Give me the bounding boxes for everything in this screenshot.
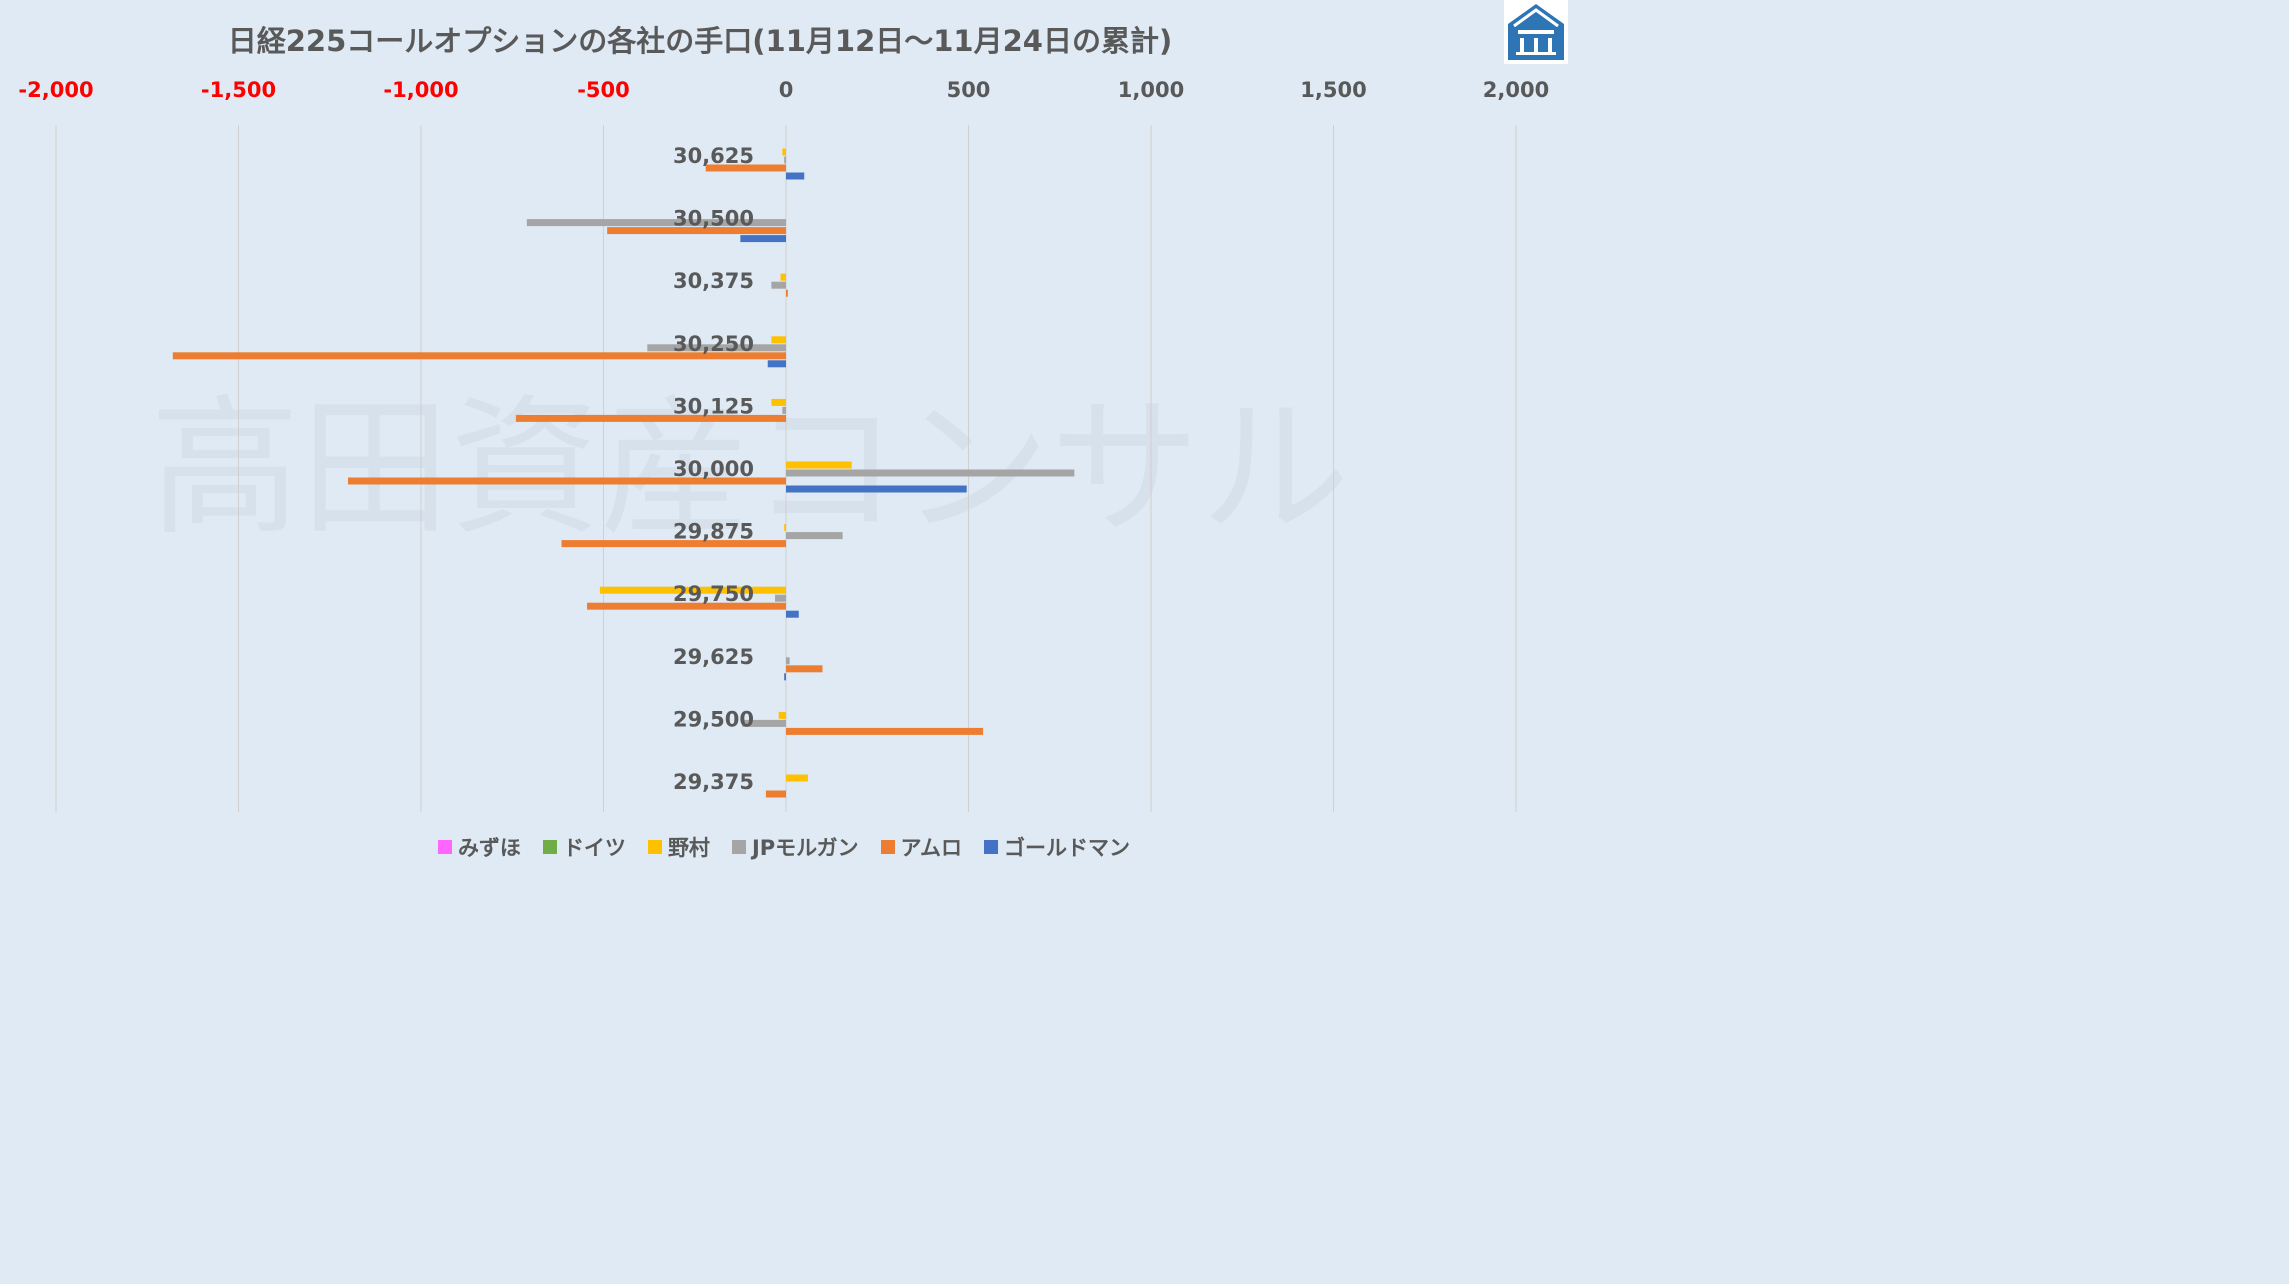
bar-JPモルガン-30,375: [771, 281, 786, 289]
bar-ゴールドマン-30,500: [740, 235, 786, 243]
bar-野村-30,375: [780, 273, 786, 281]
bar-アムロ-30,125: [515, 414, 786, 422]
bar-JPモルガン-29,875: [786, 532, 843, 540]
legend-label: ドイツ: [562, 836, 626, 860]
category-label: 30,125: [673, 394, 754, 418]
bar-アムロ-30,625: [705, 164, 786, 172]
x-tick-label: 1,500: [1300, 78, 1366, 102]
bar-JPモルガン-29,750: [775, 594, 786, 602]
bar-ゴールドマン-29,750: [786, 610, 799, 618]
company-logo: [1504, 0, 1568, 64]
category-label: 30,250: [673, 332, 754, 356]
x-tick-label: -1,500: [201, 78, 276, 102]
bar-JPモルガン-29,500: [742, 719, 786, 727]
chart-legend: みずほ ドイツ 野村 JPモルガン アムロ ゴールドマン: [0, 832, 1568, 862]
x-tick-label: 2,000: [1483, 78, 1549, 102]
bar-JPモルガン-30,125: [782, 406, 786, 414]
bar-ゴールドマン-30,625: [786, 172, 805, 180]
x-tick-label: 500: [947, 78, 991, 102]
bar-野村-29,375: [786, 774, 808, 782]
bar-野村-30,125: [771, 398, 786, 406]
bar-ゴールドマン-30,250: [767, 360, 786, 368]
x-axis-tick-labels: -2,000 -1,500 -1,000 -500 0 500 1,000 1,500 2,00…: [18, 78, 1549, 102]
legend-swatch: [437, 840, 452, 854]
bar-アムロ-29,500: [786, 727, 984, 735]
legend-swatch: [647, 840, 662, 854]
legend-item: アムロ: [880, 832, 963, 862]
bar-アムロ-29,625: [786, 665, 823, 673]
legend-swatch: [984, 840, 999, 854]
bar-JPモルガン-29,625: [786, 657, 790, 665]
bar-野村-30,000: [786, 461, 852, 469]
chart-area: 高田資産コンサル -2,000 -1,500 -1,000 -500 0 500 1,000…: [18, 78, 1549, 812]
bar-ゴールドマン-29,625: [784, 673, 786, 681]
bar-野村-29,750: [599, 586, 786, 594]
bar-アムロ-29,375: [765, 790, 786, 798]
category-label: 29,625: [673, 645, 754, 669]
legend-label: ゴールドマン: [1004, 836, 1131, 860]
bar-アムロ-30,375: [786, 289, 788, 297]
legend-item: みずほ: [437, 832, 521, 862]
x-tick-label: 1,000: [1118, 78, 1184, 102]
gridlines: [55, 125, 1517, 812]
category-label: 29,500: [673, 707, 754, 731]
legend-item: JPモルガン: [731, 832, 859, 862]
legend-label: JPモルガン: [751, 836, 859, 860]
bar-アムロ-30,000: [348, 477, 786, 485]
category-label: 30,375: [673, 269, 754, 293]
legend-label: アムロ: [900, 836, 963, 860]
chart-title: 日経225コールオプションの各社の手口(11月12日～11月24日の累計): [227, 24, 1173, 58]
x-tick-label: 0: [779, 78, 794, 102]
bar-野村-29,875: [784, 524, 786, 532]
category-label: 29,375: [673, 770, 754, 794]
legend-swatch: [880, 840, 895, 854]
category-label: 29,875: [673, 520, 754, 544]
x-tick-label: -500: [577, 78, 630, 102]
bar-アムロ-30,250: [172, 352, 787, 360]
x-tick-label: -2,000: [18, 78, 93, 102]
bar-野村-30,625: [782, 148, 786, 156]
bar-JPモルガン-30,625: [784, 156, 786, 164]
bar-野村-30,250: [771, 336, 786, 344]
legend-label: 野村: [667, 836, 710, 860]
bar-野村-29,500: [778, 711, 786, 719]
legend-item: 野村: [647, 832, 710, 862]
bar-アムロ-29,875: [561, 540, 786, 548]
legend-item: ゴールドマン: [984, 832, 1130, 862]
bar-JPモルガン-30,500: [526, 219, 786, 227]
bar-アムロ-29,750: [587, 602, 786, 610]
legend-label: みずほ: [457, 836, 521, 860]
category-label: 30,000: [673, 457, 754, 481]
legend-swatch: [542, 840, 557, 854]
takada-logo-icon: [1504, 0, 1568, 64]
bar-ゴールドマン-30,000: [786, 485, 967, 493]
category-label: 30,625: [673, 144, 754, 168]
legend-swatch: [731, 840, 746, 854]
bars: [172, 148, 1075, 798]
category-label: 30,500: [673, 207, 754, 231]
bar-アムロ-30,500: [607, 227, 786, 235]
category-label: 29,750: [673, 582, 754, 606]
bar-JPモルガン-30,000: [786, 469, 1075, 477]
x-tick-label: -1,000: [383, 78, 458, 102]
bar-JPモルガン-30,250: [647, 344, 786, 352]
watermark-text: 高田資産コンサル: [150, 382, 1350, 556]
category-labels: 30,625 30,500 30,375 30,250 30,125 30,000 29,8…: [673, 144, 754, 794]
legend-item: ドイツ: [542, 832, 626, 862]
